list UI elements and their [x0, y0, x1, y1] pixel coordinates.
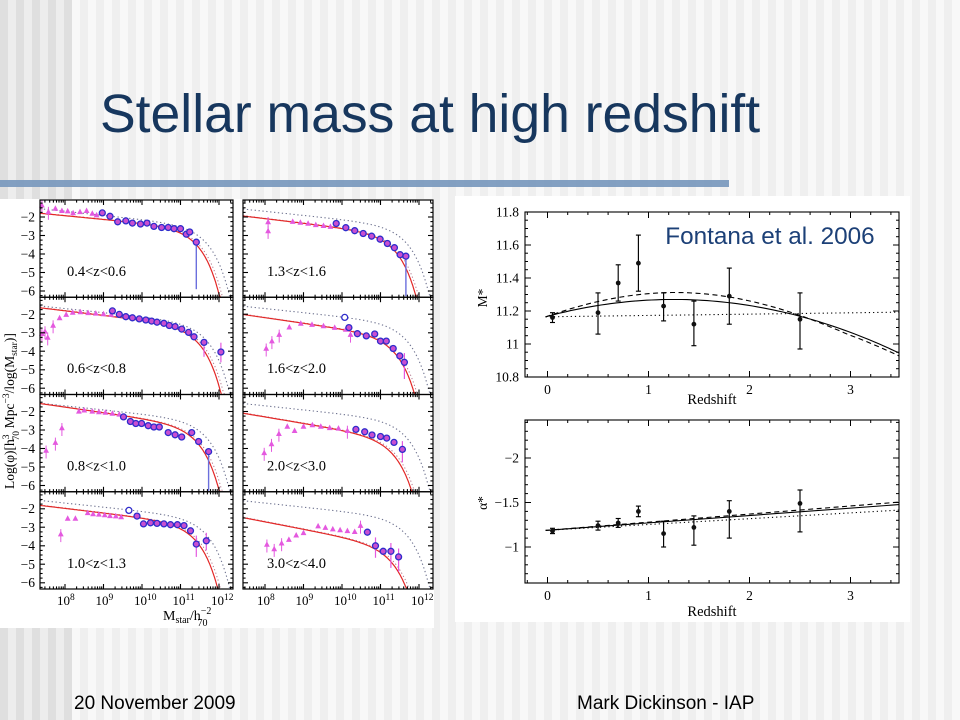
- svg-text:2: 2: [746, 382, 753, 397]
- svg-text:Fontana et al. 2006: Fontana et al. 2006: [665, 223, 874, 250]
- svg-text:11: 11: [506, 337, 519, 352]
- svg-text:11.2: 11.2: [496, 304, 519, 319]
- svg-text:1.3<z<1.6: 1.3<z<1.6: [267, 264, 326, 280]
- svg-text:−2: −2: [21, 404, 35, 419]
- svg-text:−5: −5: [21, 265, 36, 280]
- svg-text:−5: −5: [21, 460, 36, 475]
- svg-text:−3: −3: [21, 325, 36, 340]
- svg-text:11.4: 11.4: [496, 271, 519, 286]
- svg-text:−6: −6: [21, 284, 36, 299]
- svg-text:0.6<z<0.8: 0.6<z<0.8: [67, 361, 126, 377]
- svg-text:Redshift: Redshift: [687, 392, 736, 408]
- svg-text:−3: −3: [21, 520, 36, 535]
- svg-text:3: 3: [847, 588, 854, 603]
- svg-text:−6: −6: [21, 478, 36, 493]
- svg-text:−5: −5: [21, 362, 36, 377]
- svg-text:−2: −2: [21, 307, 35, 322]
- svg-text:11.8: 11.8: [496, 205, 519, 220]
- svg-text:−4: −4: [21, 538, 36, 553]
- svg-text:Redshift: Redshift: [687, 604, 736, 620]
- svg-text:−2: −2: [21, 501, 35, 516]
- svg-text:−6: −6: [21, 381, 36, 396]
- svg-text:3.0<z<4.0: 3.0<z<4.0: [267, 556, 326, 572]
- svg-text:M*: M*: [475, 288, 490, 307]
- svg-text:−4: −4: [21, 344, 36, 359]
- svg-text:0: 0: [544, 588, 551, 603]
- svg-text:−1.5: −1.5: [495, 495, 520, 510]
- svg-text:3: 3: [847, 382, 854, 397]
- svg-text:2.0<z<3.0: 2.0<z<3.0: [267, 459, 326, 475]
- svg-text:1.0<z<1.3: 1.0<z<1.3: [67, 556, 126, 572]
- svg-text:−5: −5: [21, 557, 36, 572]
- svg-text:−4: −4: [21, 441, 36, 456]
- svg-text:1: 1: [645, 588, 652, 603]
- svg-text:0.8<z<1.0: 0.8<z<1.0: [67, 459, 126, 475]
- svg-text:−4: −4: [21, 247, 36, 262]
- svg-text:2: 2: [746, 588, 753, 603]
- svg-text:−2: −2: [21, 210, 35, 225]
- svg-text:10.8: 10.8: [495, 370, 519, 385]
- svg-text:0.4<z<0.6: 0.4<z<0.6: [67, 264, 126, 280]
- svg-text:11.6: 11.6: [496, 238, 519, 253]
- svg-text:α*: α*: [475, 496, 490, 510]
- svg-text:0: 0: [544, 382, 551, 397]
- svg-text:1.6<z<2.0: 1.6<z<2.0: [267, 361, 326, 377]
- svg-text:−2: −2: [505, 451, 519, 466]
- svg-text:−6: −6: [21, 575, 36, 590]
- svg-text:−3: −3: [21, 423, 36, 438]
- svg-text:−3: −3: [21, 228, 36, 243]
- svg-text:−1: −1: [505, 540, 519, 555]
- svg-text:1: 1: [645, 382, 652, 397]
- svg-text:Mstar/h−270: Mstar/h−2 70: [163, 606, 211, 628]
